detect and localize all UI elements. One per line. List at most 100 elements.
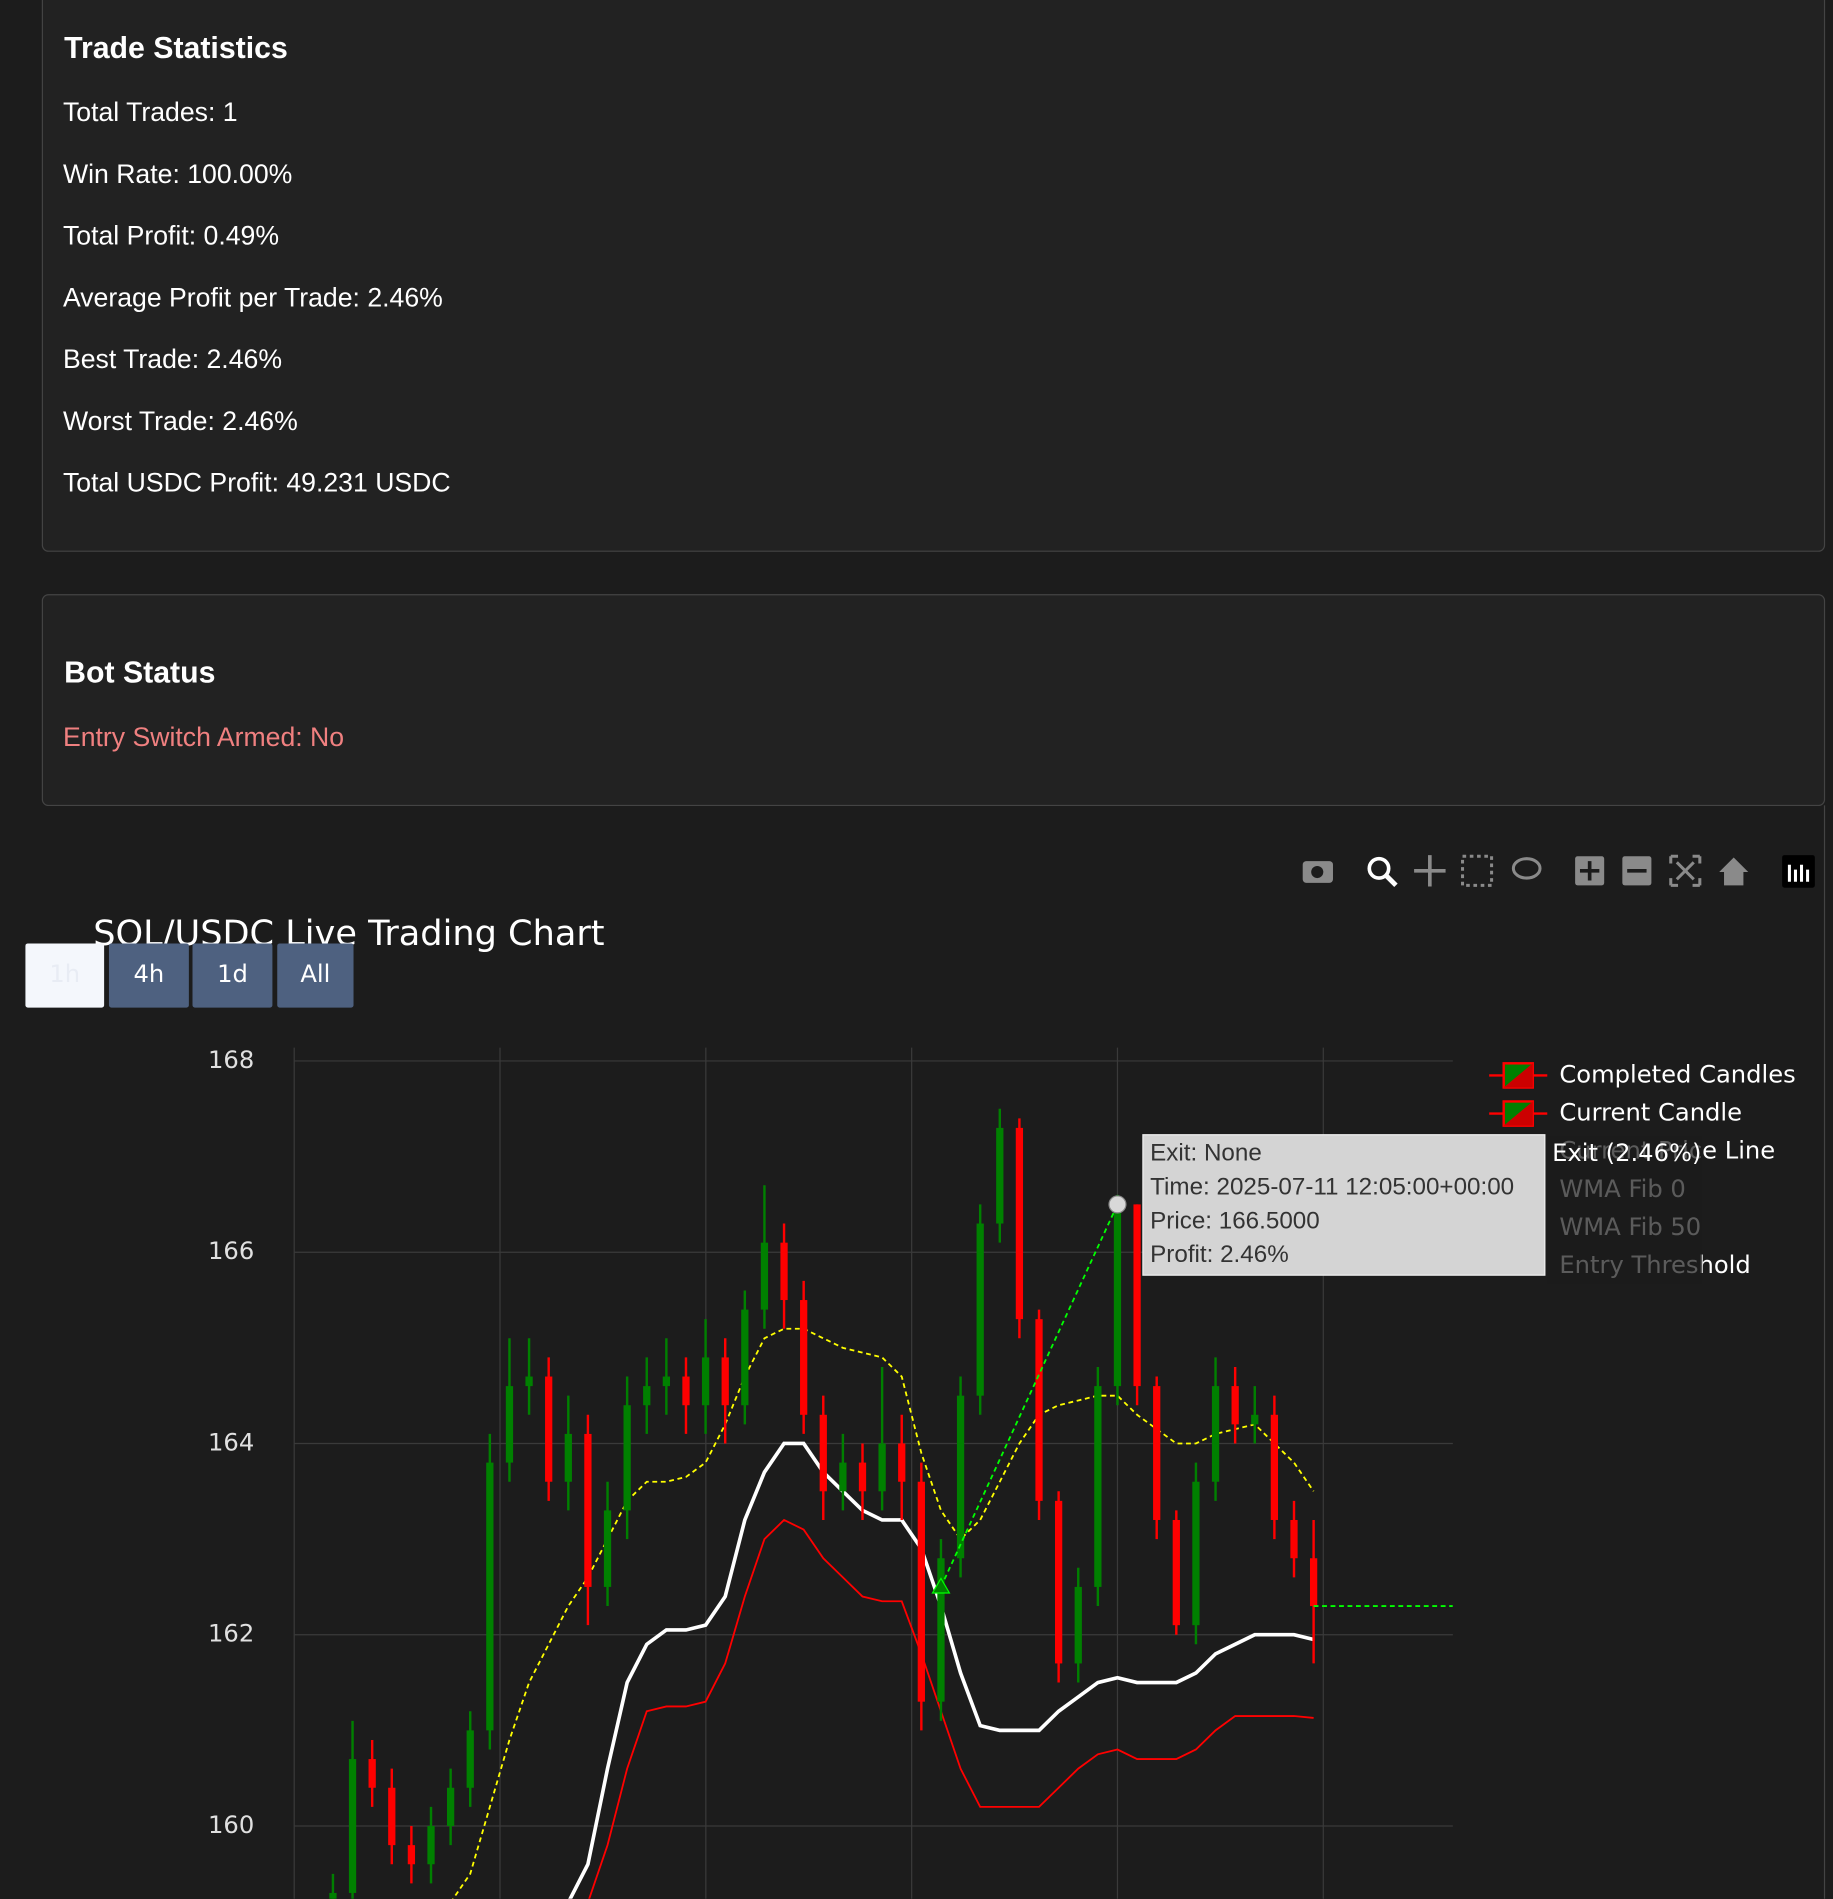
candle-body bbox=[1251, 1414, 1259, 1425]
candle-body bbox=[917, 1481, 925, 1702]
candle-body bbox=[898, 1443, 906, 1482]
tooltip-line: Time: 2025-07-11 12:05:00+00:00 bbox=[1150, 1173, 1514, 1200]
candle-body bbox=[1211, 1386, 1220, 1482]
candle-body bbox=[446, 1787, 455, 1827]
tooltip-line: Price: 166.5000 bbox=[1150, 1207, 1320, 1234]
range-button[interactable] bbox=[108, 943, 189, 1008]
candle-body bbox=[780, 1242, 788, 1301]
candle-body bbox=[348, 1759, 357, 1893]
reset-button[interactable] bbox=[1719, 857, 1749, 886]
indicator-line bbox=[588, 1518, 1314, 1899]
stats-panel bbox=[41, 0, 1826, 552]
box-select-button[interactable] bbox=[1461, 854, 1494, 887]
candle-body bbox=[839, 1462, 847, 1492]
entry-marker bbox=[931, 1577, 951, 1594]
stat-item: Best Trade: 2.46% bbox=[63, 344, 282, 374]
hover-label: Exit (2.46%) bbox=[1552, 1139, 1701, 1167]
y-tick-label: 164 bbox=[208, 1428, 254, 1456]
status-title: Bot Status bbox=[64, 657, 215, 690]
range-button-label: 1d bbox=[217, 960, 248, 988]
candle-body bbox=[1035, 1319, 1043, 1501]
candle-body bbox=[1309, 1558, 1318, 1607]
autoscale-button[interactable] bbox=[1669, 854, 1702, 887]
candle-body bbox=[545, 1376, 553, 1482]
candle-body bbox=[956, 1395, 965, 1559]
candle-body bbox=[819, 1414, 827, 1492]
range-button-label: 1h bbox=[49, 960, 80, 988]
plotly-logo-glyph bbox=[1787, 864, 1810, 882]
range-button-label: All bbox=[300, 960, 330, 988]
stats-title: Trade Statistics bbox=[64, 32, 288, 65]
candle-body bbox=[1094, 1386, 1102, 1587]
candle-body bbox=[937, 1558, 945, 1702]
y-tick-label: 168 bbox=[208, 1046, 254, 1074]
tooltip-line: Profit: 2.46% bbox=[1150, 1241, 1289, 1268]
stat-item: Total Profit: 0.49% bbox=[63, 221, 279, 251]
candle-body bbox=[1270, 1414, 1279, 1520]
candle-body bbox=[976, 1223, 984, 1396]
candle-body bbox=[878, 1443, 886, 1492]
plotly-logo[interactable] bbox=[1782, 855, 1815, 888]
candle-body bbox=[1192, 1481, 1200, 1626]
stat-item: Average Profit per Trade: 2.46% bbox=[63, 282, 443, 312]
candle-body bbox=[760, 1242, 769, 1310]
candle-body bbox=[525, 1376, 533, 1387]
candle-body bbox=[741, 1309, 749, 1406]
candle-body bbox=[800, 1300, 808, 1415]
candle-body bbox=[603, 1510, 612, 1587]
exit-marker[interactable] bbox=[1108, 1195, 1127, 1214]
plot-area bbox=[329, 1108, 1453, 1899]
trade-line bbox=[940, 1204, 1119, 1588]
candle-body bbox=[427, 1826, 435, 1865]
candle-body bbox=[486, 1462, 494, 1731]
legend-label[interactable]: Current Candle bbox=[1559, 1099, 1742, 1127]
candle-body bbox=[721, 1357, 729, 1406]
range-button-label: 4h bbox=[134, 960, 165, 988]
candle-body bbox=[623, 1405, 631, 1511]
range-button[interactable] bbox=[277, 943, 354, 1008]
candle-body bbox=[564, 1433, 572, 1482]
range-button[interactable] bbox=[192, 943, 273, 1008]
status-panel bbox=[41, 594, 1826, 807]
candle-body bbox=[584, 1433, 592, 1587]
candle-body bbox=[368, 1759, 376, 1788]
candle-body bbox=[643, 1386, 651, 1406]
y-tick-label: 162 bbox=[208, 1620, 254, 1648]
zoom-in-glyph bbox=[1579, 861, 1600, 881]
camera-lens bbox=[1311, 865, 1324, 879]
status-item: Entry Switch Armed: No bbox=[63, 722, 344, 752]
lasso-button[interactable] bbox=[1511, 857, 1542, 880]
modebar bbox=[1302, 854, 1815, 888]
tooltip-line: Exit: None bbox=[1150, 1139, 1262, 1166]
candle-body bbox=[407, 1845, 416, 1865]
candle-body bbox=[466, 1730, 474, 1788]
candle-body bbox=[505, 1386, 514, 1463]
candle-body bbox=[1055, 1500, 1063, 1664]
range-button[interactable] bbox=[25, 943, 105, 1008]
candle-body bbox=[1015, 1127, 1024, 1320]
candle-body bbox=[1231, 1386, 1239, 1425]
tooltip-box bbox=[1142, 1134, 1546, 1276]
stat-item: Total USDC Profit: 49.231 USDC bbox=[63, 468, 451, 498]
y-tick-label: 166 bbox=[208, 1237, 254, 1265]
candle-body bbox=[996, 1127, 1004, 1224]
candle-body bbox=[682, 1376, 690, 1406]
candle-body bbox=[388, 1787, 396, 1846]
stat-item: Worst Trade: 2.46% bbox=[63, 406, 298, 436]
candle-body bbox=[1113, 1204, 1122, 1387]
pan-button[interactable] bbox=[1414, 855, 1446, 887]
stat-item: Total Trades: 1 bbox=[63, 97, 238, 127]
candle-body bbox=[1133, 1204, 1141, 1387]
hover-label-box bbox=[1547, 1135, 1703, 1284]
zoom-handle bbox=[1384, 873, 1398, 888]
candle-body bbox=[701, 1357, 710, 1406]
legend-label[interactable]: Completed Candles bbox=[1559, 1060, 1795, 1088]
stat-item: Win Rate: 100.00% bbox=[63, 159, 292, 189]
zoom-button[interactable] bbox=[1367, 856, 1391, 880]
candle-body bbox=[858, 1462, 867, 1492]
candle-body bbox=[1074, 1586, 1082, 1664]
candle-body bbox=[329, 1892, 337, 1899]
